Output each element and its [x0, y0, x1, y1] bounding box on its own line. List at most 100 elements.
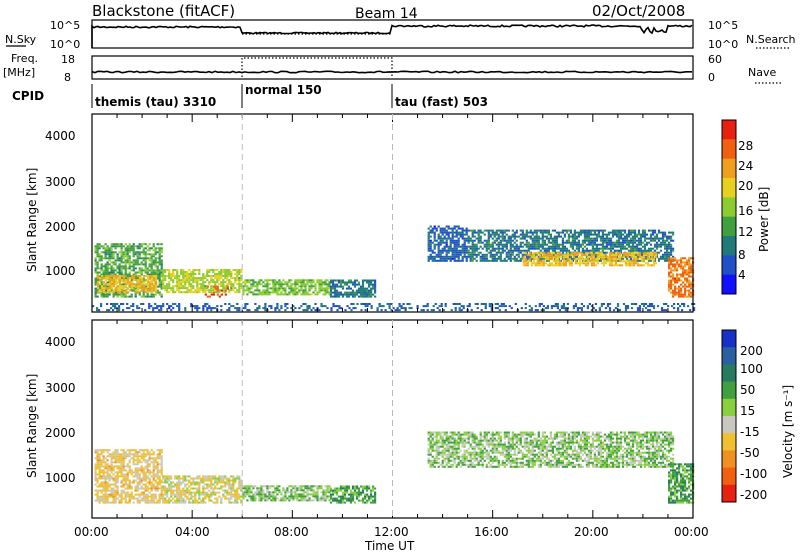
heatmap-cell	[124, 265, 127, 268]
heatmap-cell	[597, 233, 600, 236]
heatmap-cell	[674, 285, 677, 288]
heatmap-cell	[136, 257, 139, 260]
heatmap-cell	[489, 255, 492, 258]
heatmap-cell	[214, 501, 217, 504]
heatmap-cell	[142, 495, 145, 498]
heatmap-cell	[208, 291, 211, 294]
heatmap-cell	[672, 291, 675, 294]
heatmap-cell	[276, 291, 279, 294]
heatmap-cell	[667, 305, 670, 308]
heatmap-cell	[509, 255, 512, 258]
heatmap-cell	[493, 247, 496, 250]
heatmap-cell	[240, 283, 243, 286]
heatmap-cell	[469, 259, 472, 262]
heatmap-cell	[105, 287, 108, 290]
heatmap-cell	[596, 254, 599, 257]
heatmap-cell	[564, 260, 567, 263]
heatmap-cell	[148, 487, 151, 490]
heatmap-cell	[567, 241, 570, 244]
heatmap-cell	[680, 291, 683, 294]
heatmap-cell	[668, 245, 671, 248]
heatmap-cell	[114, 305, 117, 308]
heatmap-cell	[370, 307, 373, 310]
heatmap-cell	[296, 281, 299, 284]
heatmap-cell	[576, 254, 579, 257]
heatmap-cell	[670, 251, 673, 254]
heatmap-cell	[164, 279, 167, 282]
heatmap-cell	[539, 257, 542, 260]
heatmap-cell	[364, 287, 367, 290]
heatmap-cell	[584, 258, 587, 261]
heatmap-cell	[501, 237, 504, 240]
heatmap-cell	[96, 455, 99, 458]
heatmap-cell	[138, 483, 141, 486]
heatmap-cell	[439, 253, 442, 256]
heatmap-cell	[672, 275, 675, 278]
heatmap-cell	[608, 309, 612, 312]
heatmap-cell	[158, 309, 161, 312]
heatmap-cell	[154, 253, 157, 256]
heatmap-cell	[453, 239, 456, 242]
heatmap-cell	[210, 307, 213, 310]
heatmap-cell	[659, 255, 663, 258]
heatmap-cell	[400, 307, 403, 310]
heatmap-cell	[94, 245, 97, 248]
heatmap-cell	[575, 237, 578, 240]
heatmap-cell	[120, 497, 123, 500]
heatmap-cell	[338, 307, 341, 310]
heatmap-cell	[150, 269, 153, 272]
heatmap-cell	[172, 271, 175, 273]
heatmap-cell	[608, 258, 612, 261]
heatmap-cell	[300, 281, 303, 284]
heatmap-cell	[688, 279, 691, 282]
heatmap-cell	[224, 269, 227, 271]
heatmap-cell	[120, 485, 123, 488]
heatmap-cell	[274, 287, 277, 290]
heatmap-cell	[524, 260, 527, 263]
heatmap-cell	[594, 252, 597, 255]
heatmap-cell	[562, 264, 565, 267]
heatmap-cell	[497, 229, 500, 232]
heatmap-cell	[108, 273, 111, 276]
heatmap-cell	[489, 233, 492, 236]
heatmap-cell	[649, 243, 653, 246]
heatmap-cell	[398, 309, 401, 312]
heatmap-cell	[523, 253, 526, 256]
heatmap-cell	[210, 285, 213, 288]
heatmap-cell	[140, 499, 143, 502]
heatmap-cell	[129, 289, 132, 292]
heatmap-cell	[359, 293, 363, 296]
heatmap-cell	[246, 285, 249, 288]
heatmap-cell	[485, 229, 488, 232]
heatmap-cell	[632, 254, 636, 257]
heatmap-cell	[146, 477, 149, 480]
heatmap-cell	[116, 245, 119, 248]
heatmap-cell	[164, 489, 167, 492]
heatmap-cell	[120, 255, 123, 258]
heatmap-cell	[609, 239, 613, 242]
heatmap-cell	[168, 485, 171, 488]
heatmap-cell	[404, 307, 407, 310]
heatmap-cell	[148, 295, 151, 298]
heatmap-cell	[541, 239, 544, 242]
heatmap-cell	[306, 283, 309, 286]
heatmap-cell	[612, 258, 616, 261]
heatmap-cell	[266, 285, 269, 288]
heatmap-cell	[357, 287, 361, 290]
heatmap-cell	[218, 477, 221, 480]
heatmap-cell	[611, 233, 615, 236]
heatmap-cell	[370, 295, 373, 298]
heatmap-cell	[106, 273, 109, 276]
heatmap-cell	[150, 305, 153, 308]
heatmap-cell	[501, 239, 504, 242]
cpid-label: CPID	[12, 89, 44, 103]
heatmap-cell	[160, 271, 163, 274]
heatmap-cell	[622, 303, 626, 305]
heatmap-cell	[535, 253, 538, 256]
heatmap-cell	[102, 497, 105, 500]
heatmap-cell	[670, 249, 673, 252]
heatmap-cell	[112, 255, 115, 258]
heatmap-cell	[328, 291, 331, 294]
heatmap-cell	[326, 291, 329, 294]
heatmap-cell	[162, 273, 165, 275]
